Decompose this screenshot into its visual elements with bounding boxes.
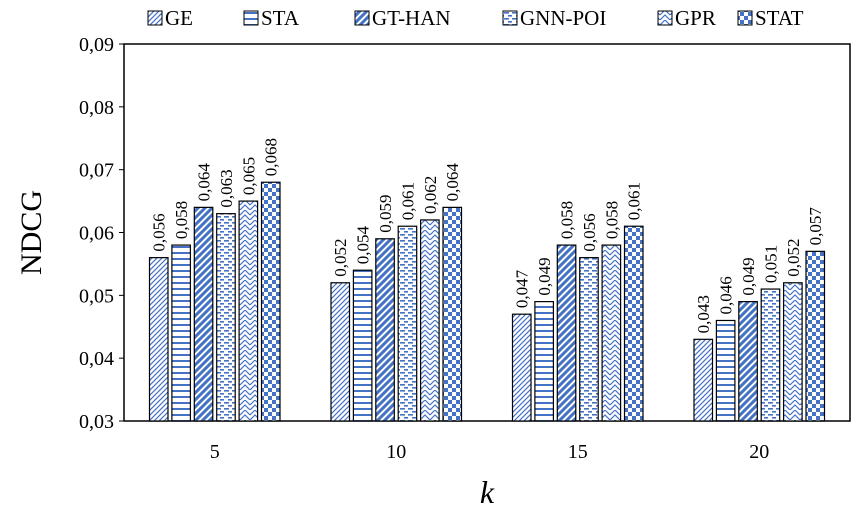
bar-ge-k20 — [693, 338, 714, 422]
y-tick-label: 0,03 — [79, 411, 114, 433]
x-tick-label: 10 — [386, 441, 406, 463]
bar-data-label: 0,056 — [580, 213, 599, 251]
y-tick-label: 0,06 — [79, 223, 114, 245]
bar-data-label: 0,059 — [376, 195, 395, 233]
bar-data-label: 0,063 — [217, 169, 236, 207]
y-tick-label: 0,09 — [79, 34, 114, 56]
bar-gpr-k20 — [782, 282, 803, 422]
legend-label: GT-HAN — [372, 6, 451, 30]
bar-gnn-poi-k10 — [397, 225, 418, 422]
bar-gt-han-k5 — [193, 206, 214, 422]
bar-data-label: 0,046 — [717, 276, 736, 314]
bar-sta-k5 — [171, 244, 191, 422]
y-tick-label: 0,05 — [79, 285, 114, 307]
x-axis-ticks: 5 10 15 20 — [210, 441, 770, 463]
bar-stat-k15 — [623, 225, 644, 422]
bar-data-label: 0,049 — [739, 257, 758, 295]
legend-label: STA — [261, 6, 300, 30]
bar-stat-k10 — [442, 206, 463, 422]
bar-data-label: 0,058 — [558, 201, 577, 239]
y-axis-title: NDCG — [15, 190, 48, 275]
bar-data-label: 0,057 — [806, 207, 825, 246]
legend-swatch-sta — [243, 10, 259, 26]
bar-data-label: 0,065 — [239, 157, 258, 195]
bar-ge-k5 — [148, 257, 169, 422]
bar-data-label: 0,047 — [513, 269, 532, 308]
bar-gpr-k15 — [601, 244, 622, 422]
bar-ge-k10 — [330, 282, 351, 422]
bar-stat-k20 — [805, 250, 826, 422]
bar-gt-han-k10 — [375, 238, 395, 422]
legend-label: GNN-POI — [520, 6, 606, 30]
bar-ge-k15 — [511, 313, 532, 422]
bar-data-label: 0,058 — [172, 201, 191, 239]
bar-stat-k5 — [260, 181, 281, 422]
x-tick-label: 20 — [749, 441, 769, 463]
bar-gnn-poi-k5 — [216, 213, 236, 422]
bar-data-label: 0,064 — [195, 163, 214, 202]
bar-data-label: 0,061 — [625, 182, 644, 220]
bar-data-label: 0,049 — [535, 257, 554, 295]
y-axis-ticks: 0,03 0,04 0,05 0,06 0,07 0,08 0,09 — [79, 34, 124, 433]
bar-data-label: 0,051 — [761, 245, 780, 283]
x-tick-label: 15 — [568, 441, 588, 463]
bar-sta-k15 — [534, 301, 555, 422]
bar-data-label: 0,052 — [784, 239, 803, 277]
bar-data-label: 0,056 — [150, 213, 169, 251]
x-tick-label: 5 — [210, 441, 220, 463]
x-axis-title: k — [480, 474, 495, 510]
legend-swatch-gt-han — [354, 10, 370, 26]
bar-data-label: 0,043 — [694, 295, 713, 333]
bar-gt-han-k20 — [738, 301, 758, 422]
bar-data-label: 0,068 — [262, 138, 281, 176]
bar-gt-han-k15 — [556, 244, 577, 422]
bar-sta-k20 — [715, 319, 736, 422]
bar-data-label: 0,064 — [443, 163, 462, 202]
bar-sta-k10 — [352, 269, 373, 422]
legend-label: GPR — [675, 6, 716, 30]
y-tick-label: 0,07 — [79, 160, 114, 182]
y-tick-label: 0,08 — [79, 97, 114, 119]
legend-swatch-stat — [737, 10, 753, 26]
legend-label: STAT — [755, 6, 804, 30]
legend: GE STA GT-HAN GNN-POI GPR STAT — [147, 6, 804, 30]
bar-data-label: 0,058 — [602, 201, 621, 239]
y-tick-label: 0,04 — [79, 348, 114, 370]
legend-label: GE — [165, 6, 193, 30]
bar-data-label: 0,062 — [421, 176, 440, 214]
bar-gnn-poi-k20 — [760, 288, 781, 422]
bar-data-label: 0,054 — [354, 225, 373, 264]
legend-swatch-gpr — [657, 10, 673, 26]
bar-data-label: 0,061 — [398, 182, 417, 220]
bar-gnn-poi-k15 — [579, 257, 599, 422]
legend-swatch-ge — [147, 10, 163, 26]
bars — [148, 181, 826, 422]
bar-data-label: 0,052 — [331, 239, 350, 277]
bar-gpr-k10 — [420, 219, 440, 422]
bar-gpr-k5 — [238, 200, 259, 422]
legend-swatch-gnn-poi — [502, 10, 518, 26]
